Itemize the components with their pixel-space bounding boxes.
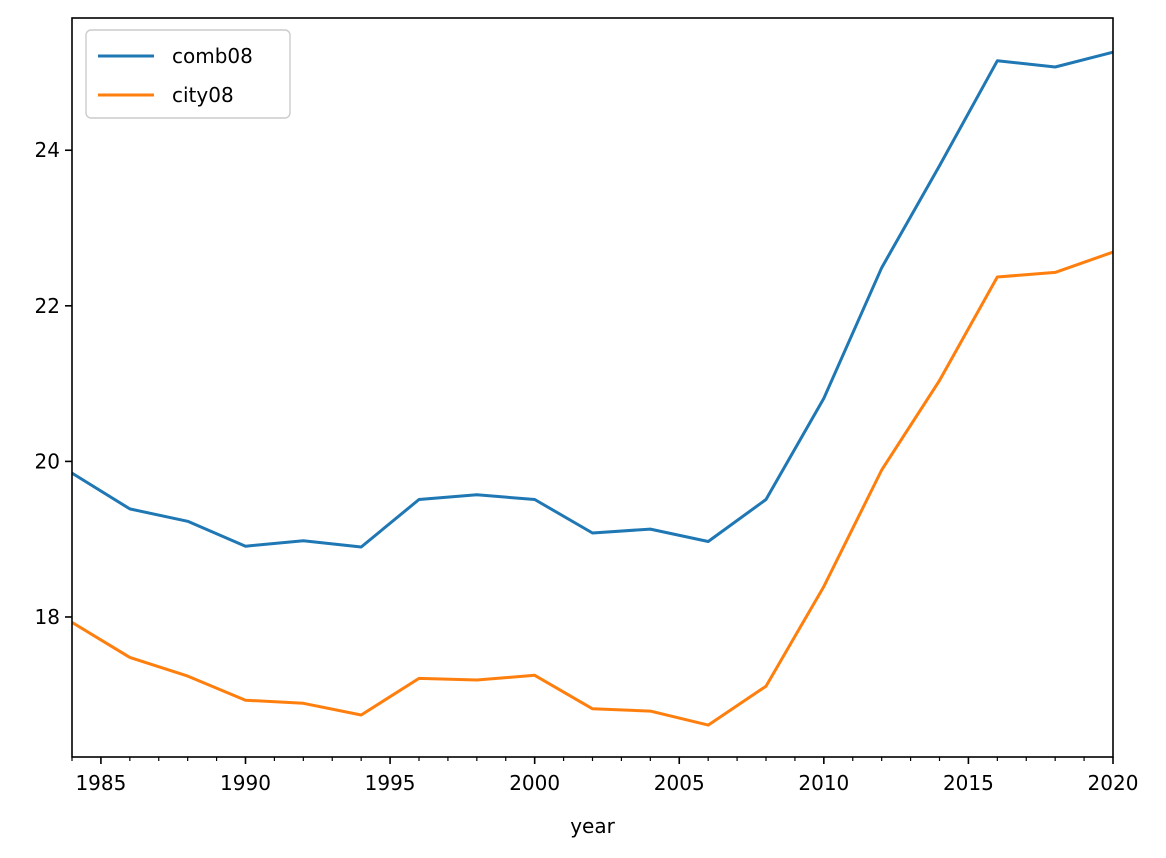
y-tick-label: 22 [35,294,60,318]
x-tick-label: 2005 [654,771,705,795]
series-layer [71,50,1114,727]
x-tick-label: 2020 [1088,771,1139,795]
legend-label: comb08 [172,44,253,68]
y-tick-label: 18 [35,605,60,629]
x-tick-label: 2015 [943,771,994,795]
x-tick-label: 1990 [220,771,271,795]
legend-label: city08 [172,83,234,107]
series-line-comb08 [71,50,1114,549]
y-tick-label: 20 [35,449,60,473]
x-tick-label: 1985 [75,771,126,795]
y-axis: 18 20 22 24 [35,138,72,629]
x-axis: 1985 1990 1995 2000 2005 2010 2015 2020 [71,757,1139,795]
legend: comb08 city08 [85,29,291,119]
x-tick-label: 2010 [798,771,849,795]
x-axis-label: year [570,814,615,838]
x-tick-label: 2000 [509,771,560,795]
y-tick-label: 24 [35,138,60,162]
series-line-city08 [71,250,1114,727]
x-tick-label: 1995 [365,771,416,795]
